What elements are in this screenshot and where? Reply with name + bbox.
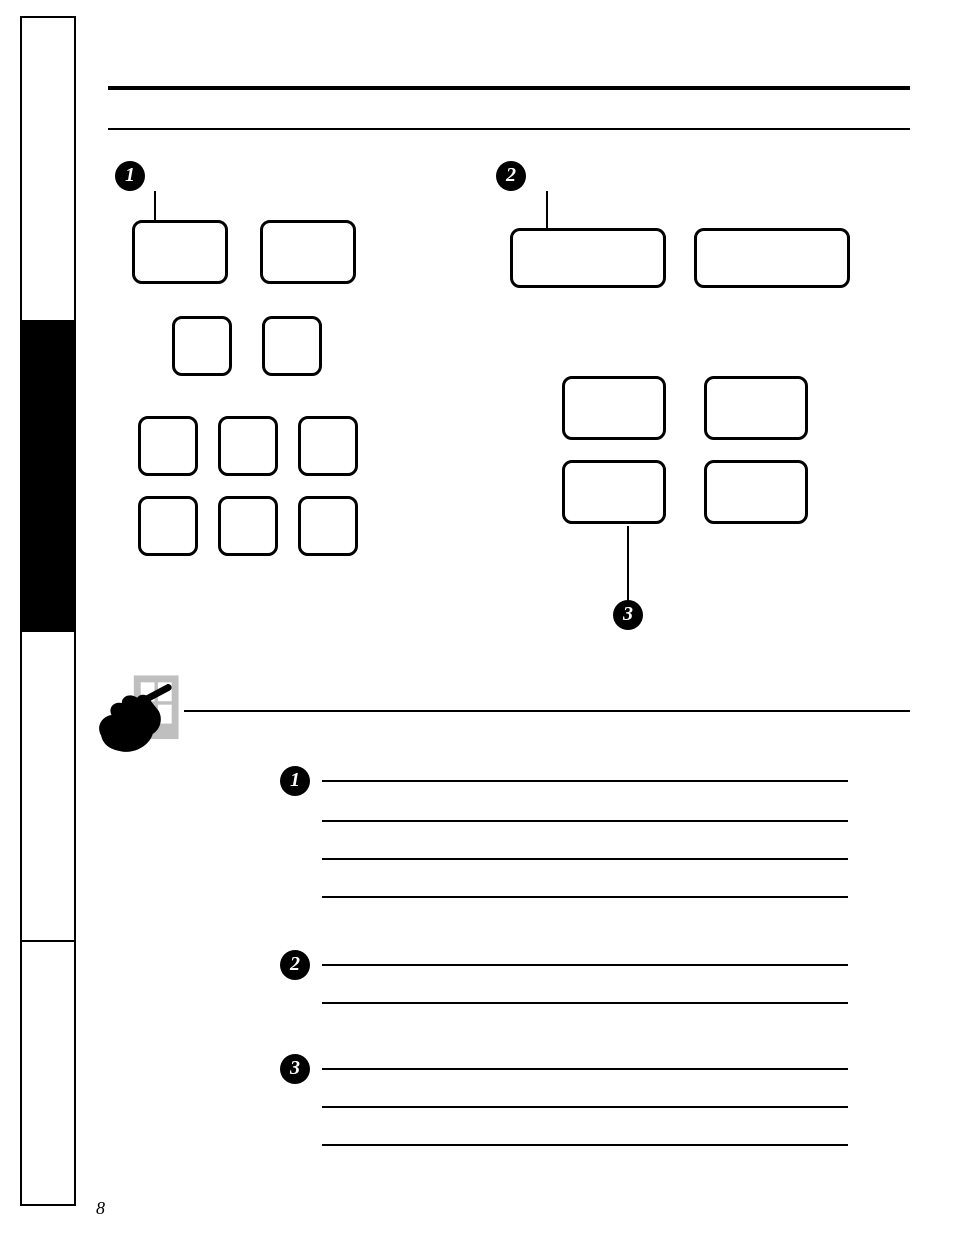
sidebar-segment	[20, 940, 76, 1206]
keypad-button[interactable]	[138, 416, 198, 476]
callout-badge-1: 1	[115, 161, 145, 191]
keypad-button[interactable]	[218, 416, 278, 476]
step-badge-1: 1	[280, 766, 310, 796]
step-badge-2: 2	[280, 950, 310, 980]
step-line	[322, 780, 848, 782]
left-sidebar	[20, 16, 76, 1216]
page-number: 8	[96, 1198, 105, 1219]
keypad-button[interactable]	[298, 496, 358, 556]
header-rule-thick	[108, 86, 910, 90]
step-line	[322, 896, 848, 898]
header-rule-thin	[108, 128, 910, 130]
callout-badge-3: 3	[613, 600, 643, 630]
step-line	[322, 964, 848, 966]
keypad-button[interactable]	[704, 376, 808, 440]
callout-line	[627, 526, 629, 602]
callout-badge-2: 2	[496, 161, 526, 191]
keypad-button[interactable]	[298, 416, 358, 476]
keypad-button[interactable]	[694, 228, 850, 288]
keypad-button[interactable]	[262, 316, 322, 376]
step-badge-3: 3	[280, 1054, 310, 1084]
step-line	[322, 858, 848, 860]
step-line	[322, 1144, 848, 1146]
keypad-button[interactable]	[138, 496, 198, 556]
step-line	[322, 1068, 848, 1070]
keypad-button[interactable]	[704, 460, 808, 524]
keypad-button[interactable]	[562, 376, 666, 440]
keypad-button[interactable]	[218, 496, 278, 556]
keypad-button[interactable]	[562, 460, 666, 524]
step-line	[322, 1106, 848, 1108]
step-line	[322, 1002, 848, 1004]
section-rule	[184, 710, 910, 712]
touch-hand-icon	[96, 672, 182, 758]
sidebar-segment	[20, 630, 76, 942]
sidebar-segment-active	[20, 320, 76, 632]
step-line	[322, 820, 848, 822]
keypad-button[interactable]	[260, 220, 356, 284]
keypad-button[interactable]	[510, 228, 666, 288]
keypad-button[interactable]	[132, 220, 228, 284]
keypad-button[interactable]	[172, 316, 232, 376]
sidebar-segment	[20, 16, 76, 322]
